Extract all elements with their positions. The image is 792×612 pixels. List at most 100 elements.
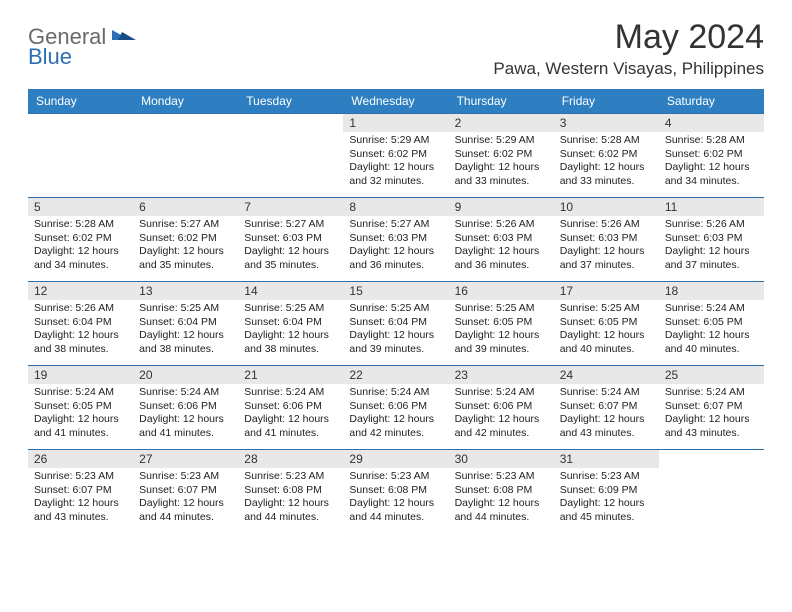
calendar-cell: 6Sunrise: 5:27 AMSunset: 6:02 PMDaylight…	[133, 198, 238, 282]
sunset-line: Sunset: 6:07 PM	[34, 484, 127, 498]
calendar-cell: 2Sunrise: 5:29 AMSunset: 6:02 PMDaylight…	[449, 114, 554, 198]
sunset-line: Sunset: 6:06 PM	[244, 400, 337, 414]
day-number: 5	[28, 198, 133, 216]
sunset-line: Sunset: 6:03 PM	[349, 232, 442, 246]
day-data: Sunrise: 5:25 AMSunset: 6:04 PMDaylight:…	[343, 300, 448, 361]
calendar-cell: 25Sunrise: 5:24 AMSunset: 6:07 PMDayligh…	[659, 366, 764, 450]
day-data: Sunrise: 5:29 AMSunset: 6:02 PMDaylight:…	[449, 132, 554, 193]
sunrise-line: Sunrise: 5:28 AM	[34, 218, 127, 232]
sunrise-line: Sunrise: 5:24 AM	[560, 386, 653, 400]
day-number: 15	[343, 282, 448, 300]
sunset-line: Sunset: 6:05 PM	[560, 316, 653, 330]
sunset-line: Sunset: 6:06 PM	[349, 400, 442, 414]
calendar-cell: 9Sunrise: 5:26 AMSunset: 6:03 PMDaylight…	[449, 198, 554, 282]
calendar-cell: 27Sunrise: 5:23 AMSunset: 6:07 PMDayligh…	[133, 450, 238, 534]
calendar-row: 26Sunrise: 5:23 AMSunset: 6:07 PMDayligh…	[28, 450, 764, 534]
weekday-header: Tuesday	[238, 89, 343, 114]
sunset-line: Sunset: 6:02 PM	[349, 148, 442, 162]
logo-text-blue: Blue	[28, 44, 72, 69]
calendar-cell: 1Sunrise: 5:29 AMSunset: 6:02 PMDaylight…	[343, 114, 448, 198]
sunset-line: Sunset: 6:05 PM	[455, 316, 548, 330]
daylight-line: Daylight: 12 hours and 42 minutes.	[455, 413, 548, 440]
sunrise-line: Sunrise: 5:24 AM	[139, 386, 232, 400]
calendar-cell	[659, 450, 764, 534]
calendar-table: SundayMondayTuesdayWednesdayThursdayFrid…	[28, 89, 764, 534]
day-number: 21	[238, 366, 343, 384]
day-data: Sunrise: 5:25 AMSunset: 6:05 PMDaylight:…	[554, 300, 659, 361]
daylight-line: Daylight: 12 hours and 34 minutes.	[665, 161, 758, 188]
weekday-header: Sunday	[28, 89, 133, 114]
day-number: 8	[343, 198, 448, 216]
calendar-cell: 19Sunrise: 5:24 AMSunset: 6:05 PMDayligh…	[28, 366, 133, 450]
sunset-line: Sunset: 6:07 PM	[139, 484, 232, 498]
sunset-line: Sunset: 6:03 PM	[244, 232, 337, 246]
sunset-line: Sunset: 6:02 PM	[560, 148, 653, 162]
day-number: 28	[238, 450, 343, 468]
sunrise-line: Sunrise: 5:25 AM	[244, 302, 337, 316]
day-data: Sunrise: 5:27 AMSunset: 6:03 PMDaylight:…	[343, 216, 448, 277]
daylight-line: Daylight: 12 hours and 43 minutes.	[665, 413, 758, 440]
daylight-line: Daylight: 12 hours and 39 minutes.	[455, 329, 548, 356]
day-number: 9	[449, 198, 554, 216]
daylight-line: Daylight: 12 hours and 34 minutes.	[34, 245, 127, 272]
day-number: 16	[449, 282, 554, 300]
daylight-line: Daylight: 12 hours and 45 minutes.	[560, 497, 653, 524]
day-number: 17	[554, 282, 659, 300]
day-data: Sunrise: 5:25 AMSunset: 6:04 PMDaylight:…	[133, 300, 238, 361]
day-number: 11	[659, 198, 764, 216]
day-data: Sunrise: 5:24 AMSunset: 6:05 PMDaylight:…	[28, 384, 133, 445]
day-data: Sunrise: 5:26 AMSunset: 6:03 PMDaylight:…	[659, 216, 764, 277]
sunrise-line: Sunrise: 5:29 AM	[349, 134, 442, 148]
day-data: Sunrise: 5:26 AMSunset: 6:04 PMDaylight:…	[28, 300, 133, 361]
sunrise-line: Sunrise: 5:28 AM	[560, 134, 653, 148]
day-number: 25	[659, 366, 764, 384]
day-number: 19	[28, 366, 133, 384]
calendar-cell: 13Sunrise: 5:25 AMSunset: 6:04 PMDayligh…	[133, 282, 238, 366]
sunrise-line: Sunrise: 5:25 AM	[560, 302, 653, 316]
sunset-line: Sunset: 6:04 PM	[139, 316, 232, 330]
sunset-line: Sunset: 6:08 PM	[244, 484, 337, 498]
sunset-line: Sunset: 6:03 PM	[665, 232, 758, 246]
day-number: 29	[343, 450, 448, 468]
weekday-header: Wednesday	[343, 89, 448, 114]
location-text: Pawa, Western Visayas, Philippines	[493, 59, 764, 79]
daylight-line: Daylight: 12 hours and 41 minutes.	[34, 413, 127, 440]
daylight-line: Daylight: 12 hours and 41 minutes.	[139, 413, 232, 440]
day-number: 10	[554, 198, 659, 216]
sunset-line: Sunset: 6:04 PM	[244, 316, 337, 330]
daylight-line: Daylight: 12 hours and 37 minutes.	[560, 245, 653, 272]
sunrise-line: Sunrise: 5:28 AM	[665, 134, 758, 148]
day-number: 4	[659, 114, 764, 132]
daylight-line: Daylight: 12 hours and 37 minutes.	[665, 245, 758, 272]
day-number: 13	[133, 282, 238, 300]
day-number: 18	[659, 282, 764, 300]
sunrise-line: Sunrise: 5:24 AM	[34, 386, 127, 400]
daylight-line: Daylight: 12 hours and 35 minutes.	[139, 245, 232, 272]
day-data: Sunrise: 5:26 AMSunset: 6:03 PMDaylight:…	[554, 216, 659, 277]
sunset-line: Sunset: 6:07 PM	[665, 400, 758, 414]
sunrise-line: Sunrise: 5:24 AM	[665, 302, 758, 316]
day-data: Sunrise: 5:24 AMSunset: 6:06 PMDaylight:…	[238, 384, 343, 445]
calendar-row: 5Sunrise: 5:28 AMSunset: 6:02 PMDaylight…	[28, 198, 764, 282]
sunrise-line: Sunrise: 5:24 AM	[244, 386, 337, 400]
day-number: 20	[133, 366, 238, 384]
day-number: 14	[238, 282, 343, 300]
day-number: 23	[449, 366, 554, 384]
sunrise-line: Sunrise: 5:26 AM	[455, 218, 548, 232]
calendar-row: 19Sunrise: 5:24 AMSunset: 6:05 PMDayligh…	[28, 366, 764, 450]
sunrise-line: Sunrise: 5:29 AM	[455, 134, 548, 148]
day-data: Sunrise: 5:27 AMSunset: 6:03 PMDaylight:…	[238, 216, 343, 277]
day-number: 26	[28, 450, 133, 468]
sunset-line: Sunset: 6:07 PM	[560, 400, 653, 414]
daylight-line: Daylight: 12 hours and 40 minutes.	[665, 329, 758, 356]
calendar-cell: 11Sunrise: 5:26 AMSunset: 6:03 PMDayligh…	[659, 198, 764, 282]
day-data: Sunrise: 5:29 AMSunset: 6:02 PMDaylight:…	[343, 132, 448, 193]
calendar-cell: 18Sunrise: 5:24 AMSunset: 6:05 PMDayligh…	[659, 282, 764, 366]
sunrise-line: Sunrise: 5:26 AM	[34, 302, 127, 316]
daylight-line: Daylight: 12 hours and 39 minutes.	[349, 329, 442, 356]
day-data: Sunrise: 5:24 AMSunset: 6:07 PMDaylight:…	[554, 384, 659, 445]
sunset-line: Sunset: 6:02 PM	[665, 148, 758, 162]
calendar-cell	[133, 114, 238, 198]
day-data: Sunrise: 5:25 AMSunset: 6:05 PMDaylight:…	[449, 300, 554, 361]
calendar-cell: 23Sunrise: 5:24 AMSunset: 6:06 PMDayligh…	[449, 366, 554, 450]
